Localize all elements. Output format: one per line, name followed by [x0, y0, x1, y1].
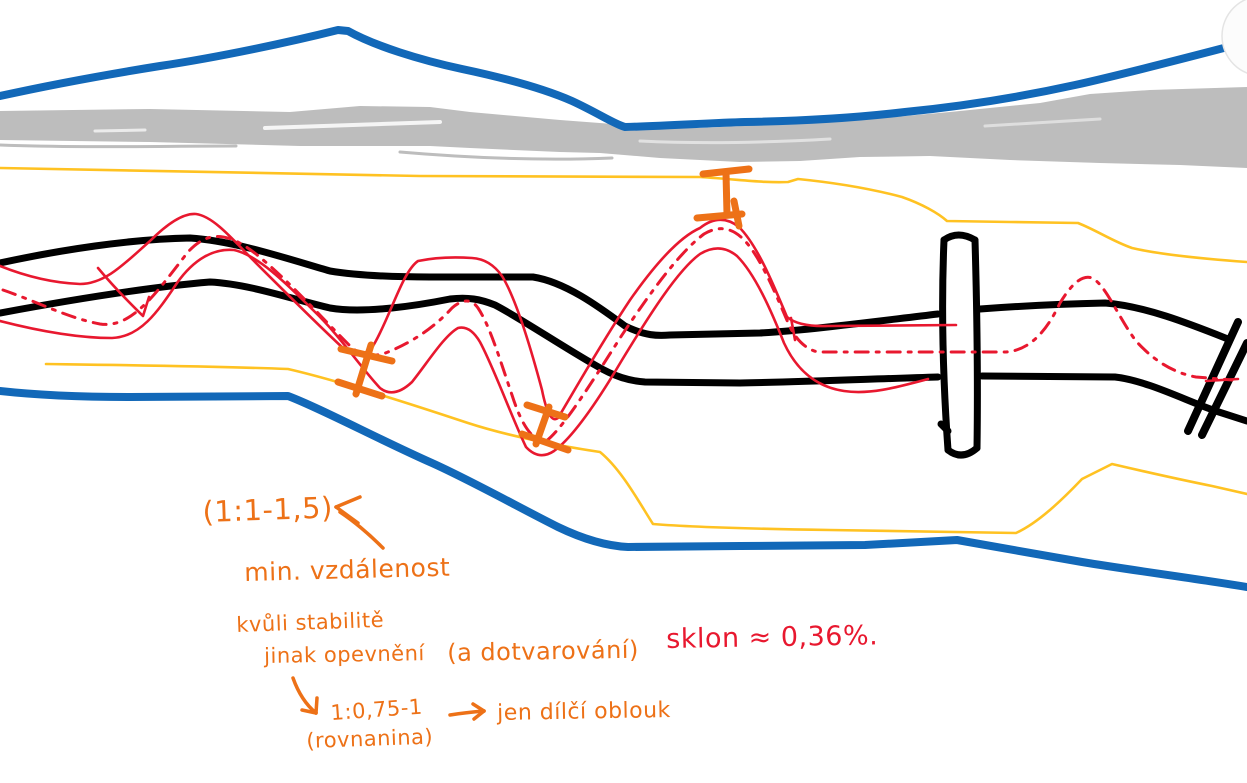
annotation-partial-arc: jen dílčí oblouk	[496, 697, 672, 726]
road-band-highlight-1	[263, 120, 442, 130]
annotation-and-creep-shaping: (a dotvarování)	[446, 635, 640, 667]
annotation-rock-lining: (rovnanina)	[305, 724, 434, 753]
annotation-gradient: sklon ≈ 0,36%.	[665, 620, 879, 655]
annotation-min-distance: min. vzdálenost	[243, 552, 451, 587]
proposed-meander-upper-line	[0, 212, 958, 421]
weir-structure	[937, 231, 981, 459]
crossing-mark-2	[1198, 339, 1247, 439]
distance-marker-top	[693, 165, 753, 230]
road-band-highlight-3	[638, 137, 832, 145]
existing-channel-bottom-bank-left	[0, 278, 942, 387]
annotation-stability-reason: kvůli stabilitě	[235, 607, 385, 637]
distance-marker-middle	[518, 401, 572, 454]
upper-setback-line	[0, 166, 1247, 264]
crossing-mark-1	[1184, 318, 1242, 435]
annotation-otherwise-reinforcement: jinak opevnění	[263, 641, 425, 668]
annotation-arrow-down	[291, 676, 319, 715]
existing-channel-top-bank-left	[0, 234, 942, 339]
red-bank-tick	[789, 316, 797, 342]
annotation-arrow-right	[448, 702, 486, 721]
red-crossing-tick	[1204, 377, 1240, 383]
red-stray-hook-stroke	[96, 266, 151, 318]
annotation-arrow-up-left	[334, 495, 385, 550]
annotation-bank-slope-range: (1:1-1,5)	[201, 490, 334, 529]
distance-marker-left	[334, 341, 396, 400]
channel-centerline-dashed	[1, 227, 1234, 444]
road-band-highlight-4	[983, 117, 1102, 128]
upper-valley-boundary-line	[0, 26, 1247, 131]
corner-widget-circle	[1221, 0, 1247, 74]
existing-channel-top-bank-right	[976, 299, 1232, 343]
road-band-thin-stroke-middle	[398, 150, 614, 161]
proposed-meander-lower-line	[0, 247, 930, 457]
lower-valley-boundary-line	[0, 387, 1247, 591]
lower-setback-line	[44, 362, 1247, 535]
road-band-thin-stroke-left	[0, 143, 238, 149]
road-band-highlight-2	[93, 128, 147, 133]
